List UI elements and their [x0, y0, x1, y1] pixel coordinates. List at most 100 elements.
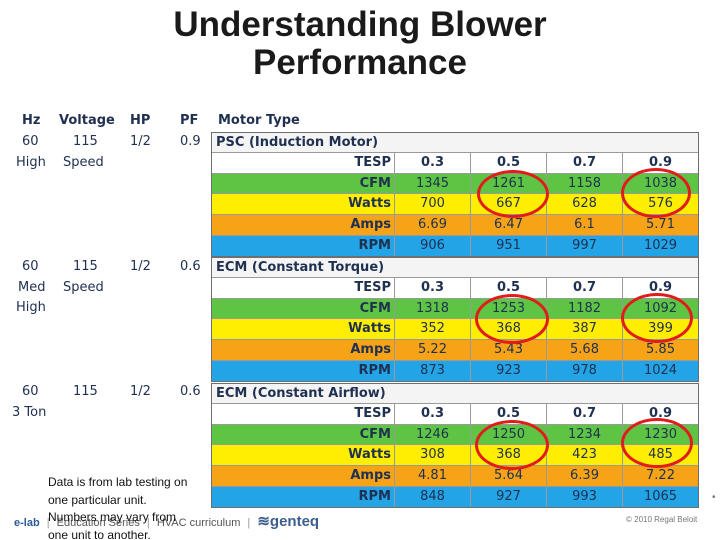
- highlight-ring: [475, 294, 549, 344]
- data-cell: 927: [470, 486, 546, 508]
- copyright-notice: © 2010 Regal Beloit: [626, 515, 698, 524]
- data-cell: 0.7: [546, 404, 622, 424]
- spec-hz: 60: [22, 134, 39, 149]
- spec-voltage: 115: [73, 134, 98, 149]
- footer-curriculum: HVAC curriculum: [156, 517, 241, 529]
- table-row-tesp: TESP 0.3 0.5 0.7 0.9: [212, 153, 698, 174]
- slide-title: Understanding Blower Performance: [0, 6, 720, 82]
- header-hz: Hz: [22, 113, 41, 128]
- motor-type-name: ECM (Constant Airflow): [212, 384, 698, 404]
- data-cell: 1024: [622, 360, 698, 382]
- footer-divider: |: [46, 517, 50, 529]
- row-label: TESP: [354, 280, 391, 295]
- slide-marker-dot: •: [712, 492, 716, 503]
- table-row-amps: Amps 6.69 6.47 6.1 5.71: [212, 215, 698, 236]
- data-cell: 848: [394, 486, 470, 508]
- data-cell: 993: [546, 486, 622, 508]
- row-label: Watts: [348, 196, 391, 212]
- data-cell: 0.9: [622, 278, 698, 298]
- spec-speed-label: Speed: [63, 155, 104, 170]
- data-cell: 6.47: [470, 215, 546, 235]
- company-name: genteq: [269, 513, 320, 530]
- header-voltage: Voltage: [59, 113, 115, 128]
- row-label: Amps: [350, 468, 391, 484]
- row-label: TESP: [354, 155, 391, 170]
- data-cell: 387: [546, 319, 622, 340]
- disclaimer-note: Data is from lab testing on one particul…: [48, 474, 223, 540]
- data-cell: 1246: [394, 424, 470, 445]
- header-motor-type: Motor Type: [218, 113, 300, 128]
- row-label: RPM: [358, 488, 391, 504]
- table-row-tesp: TESP 0.3 0.5 0.7 0.9: [212, 404, 698, 425]
- spec-pf: 0.6: [180, 259, 201, 274]
- table-row-rpm: RPM 873 923 978 1024: [212, 360, 698, 382]
- data-cell: 5.68: [546, 340, 622, 360]
- spec-hz: 60: [22, 259, 39, 274]
- footer-divider: |: [146, 517, 150, 529]
- spec-voltage: 115: [73, 259, 98, 274]
- data-cell: 700: [394, 194, 470, 215]
- spec-speed-label: High: [16, 155, 46, 170]
- note-line: Numbers may vary from: [48, 510, 177, 524]
- data-cell: 0.9: [622, 153, 698, 173]
- data-cell: 0.7: [546, 278, 622, 298]
- title-line-2: Performance: [253, 43, 467, 82]
- row-label: RPM: [358, 237, 391, 253]
- data-cell: 0.9: [622, 404, 698, 424]
- genteq-icon: ≋: [257, 513, 270, 530]
- data-cell: 4.81: [394, 466, 470, 486]
- data-cell: 0.3: [394, 404, 470, 424]
- header-pf: PF: [180, 113, 199, 128]
- spec-hp: 1/2: [130, 134, 151, 149]
- data-cell: 308: [394, 445, 470, 466]
- data-cell: 997: [546, 235, 622, 257]
- genteq-logo: ≋genteq: [257, 513, 319, 530]
- data-cell: 0.7: [546, 153, 622, 173]
- header-hp: HP: [130, 113, 151, 128]
- row-label: CFM: [359, 175, 391, 191]
- spec-pf: 0.9: [180, 134, 201, 149]
- highlight-ring: [477, 170, 549, 218]
- spec-tonnage-label: 3 Ton: [12, 405, 47, 420]
- data-cell: 923: [470, 360, 546, 382]
- motor-type-name: PSC (Induction Motor): [212, 133, 698, 153]
- data-cell: 7.22: [622, 466, 698, 486]
- data-cell: 0.3: [394, 153, 470, 173]
- row-label: Amps: [350, 342, 391, 358]
- spec-speed-label: High: [16, 300, 46, 315]
- data-cell: 5.64: [470, 466, 546, 486]
- row-label: TESP: [354, 406, 391, 421]
- data-cell: 6.39: [546, 466, 622, 486]
- data-cell: 6.1: [546, 215, 622, 235]
- data-cell: 906: [394, 235, 470, 257]
- footer-divider: |: [247, 517, 251, 529]
- table-row-amps: Amps 4.81 5.64 6.39 7.22: [212, 466, 698, 487]
- data-cell: 1234: [546, 424, 622, 445]
- data-cell: 352: [394, 319, 470, 340]
- table-row-rpm: RPM 906 951 997 1029: [212, 235, 698, 257]
- row-label: CFM: [359, 300, 391, 316]
- motor-table-psc: PSC (Induction Motor) TESP 0.3 0.5 0.7 0…: [211, 132, 699, 258]
- spec-hz: 60: [22, 384, 39, 399]
- row-label: Watts: [348, 447, 391, 463]
- row-label: Amps: [350, 217, 391, 233]
- footer-section: Education Series: [56, 517, 140, 529]
- note-line: Data is from lab testing on: [48, 475, 188, 489]
- data-cell: 1182: [546, 298, 622, 319]
- footer-bar: e-lab | Education Series | HVAC curricul…: [14, 512, 319, 530]
- data-cell: 951: [470, 235, 546, 257]
- data-cell: 873: [394, 360, 470, 382]
- data-cell: 6.69: [394, 215, 470, 235]
- table-row-tesp: TESP 0.3 0.5 0.7 0.9: [212, 278, 698, 299]
- spec-pf: 0.6: [180, 384, 201, 399]
- table-row-amps: Amps 5.22 5.43 5.68 5.85: [212, 340, 698, 361]
- highlight-ring: [621, 168, 691, 218]
- data-cell: 423: [546, 445, 622, 466]
- data-cell: 1345: [394, 173, 470, 194]
- motor-table-ecm-airflow: ECM (Constant Airflow) TESP 0.3 0.5 0.7 …: [211, 383, 699, 509]
- data-cell: 0.3: [394, 278, 470, 298]
- title-line-1: Understanding Blower: [173, 5, 547, 44]
- data-cell: 5.43: [470, 340, 546, 360]
- spec-speed-label: Med: [18, 280, 46, 295]
- data-cell: 1065: [622, 486, 698, 508]
